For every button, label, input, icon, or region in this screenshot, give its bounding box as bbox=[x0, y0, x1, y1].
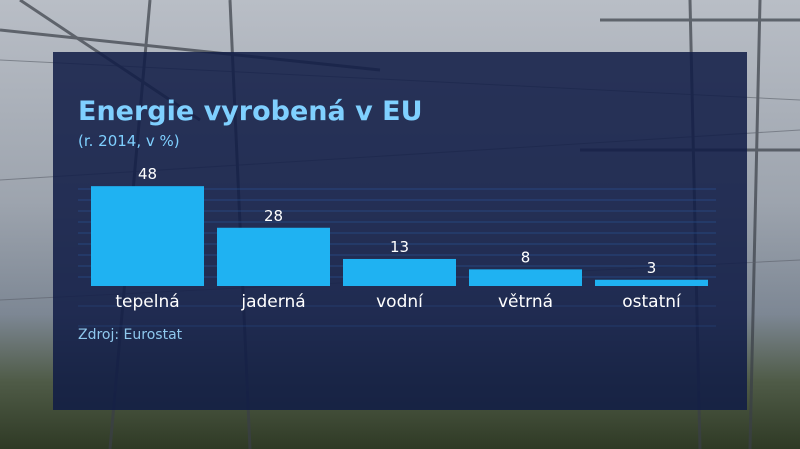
data-label: 8 bbox=[521, 248, 531, 266]
source-note: Zdroj: Eurostat bbox=[78, 327, 183, 343]
data-label: 48 bbox=[138, 165, 157, 183]
bars bbox=[91, 186, 708, 286]
chart-title: Energie vyrobená v EU bbox=[78, 96, 423, 127]
bar bbox=[343, 258, 456, 286]
chart-subtitle: (r. 2014, v %) bbox=[78, 132, 180, 150]
category-label: tepelná bbox=[115, 292, 179, 312]
bar bbox=[595, 279, 708, 286]
data-label: 28 bbox=[264, 207, 283, 225]
bar bbox=[217, 227, 330, 286]
data-labels: 48 28 13 8 3 bbox=[138, 165, 656, 277]
category-label: větrná bbox=[498, 292, 553, 312]
bar bbox=[469, 269, 582, 286]
category-label: jaderná bbox=[240, 292, 305, 312]
bar bbox=[91, 186, 204, 286]
data-label: 13 bbox=[390, 238, 409, 256]
category-label: vodní bbox=[376, 292, 424, 312]
category-label: ostatní bbox=[622, 292, 682, 312]
data-label: 3 bbox=[647, 259, 657, 277]
category-labels: tepelná jaderná vodní větrná ostatní bbox=[115, 292, 682, 312]
